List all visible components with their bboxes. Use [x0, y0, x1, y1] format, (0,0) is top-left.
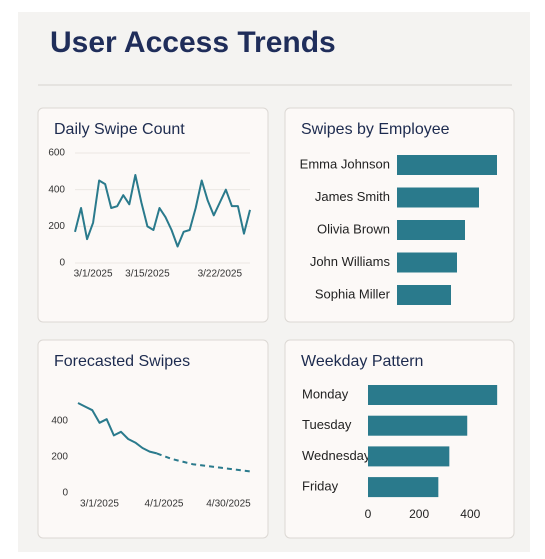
chart-title: Swipes by Employee [301, 121, 450, 138]
x-tick-label: 400 [460, 507, 480, 521]
bar [368, 415, 468, 436]
line-series [74, 174, 251, 248]
x-tick-label: 3/1/2025 [80, 499, 119, 510]
bar [368, 446, 450, 467]
bar [368, 477, 439, 498]
bar [397, 187, 479, 208]
x-tick-label: 0 [365, 507, 372, 521]
bar-label: Wednesday [302, 448, 371, 463]
bar-label: Monday [302, 386, 349, 401]
x-tick-label: 3/22/2025 [198, 269, 243, 280]
chart-title: Weekday Pattern [301, 353, 423, 370]
y-tick-label: 200 [48, 221, 65, 232]
bar [397, 155, 497, 175]
x-tick-label: 200 [409, 507, 429, 521]
bar [397, 220, 465, 240]
chart-title: Forecasted Swipes [54, 353, 190, 370]
bar-label: James Smith [315, 189, 390, 204]
x-tick-label: 4/1/2025 [145, 499, 184, 510]
card [37, 107, 269, 323]
bar-label: Sophia Miller [315, 286, 391, 301]
bar [368, 385, 498, 405]
y-tick-label: 400 [51, 416, 68, 427]
bar-label: Emma Johnson [300, 156, 390, 171]
y-tick-label: 0 [59, 258, 65, 269]
bar [397, 285, 451, 305]
bar-label: Olivia Brown [317, 221, 390, 236]
line-series [156, 452, 251, 473]
bar-label: Tuesday [302, 417, 352, 432]
y-tick-label: 200 [51, 452, 68, 463]
page-title: User Access Trends [50, 26, 336, 59]
x-tick-label: 4/30/2025 [206, 499, 251, 510]
bar-label: John Williams [310, 254, 391, 269]
y-tick-label: 400 [48, 184, 65, 195]
x-tick-label: 3/15/2025 [125, 269, 170, 280]
card [37, 339, 269, 539]
x-tick-label: 3/1/2025 [74, 269, 113, 280]
chart-title: Daily Swipe Count [54, 121, 185, 138]
line-series [77, 402, 158, 455]
y-tick-label: 0 [62, 488, 68, 499]
bar-label: Friday [302, 479, 339, 494]
bar [397, 252, 457, 273]
y-tick-label: 600 [48, 148, 65, 159]
